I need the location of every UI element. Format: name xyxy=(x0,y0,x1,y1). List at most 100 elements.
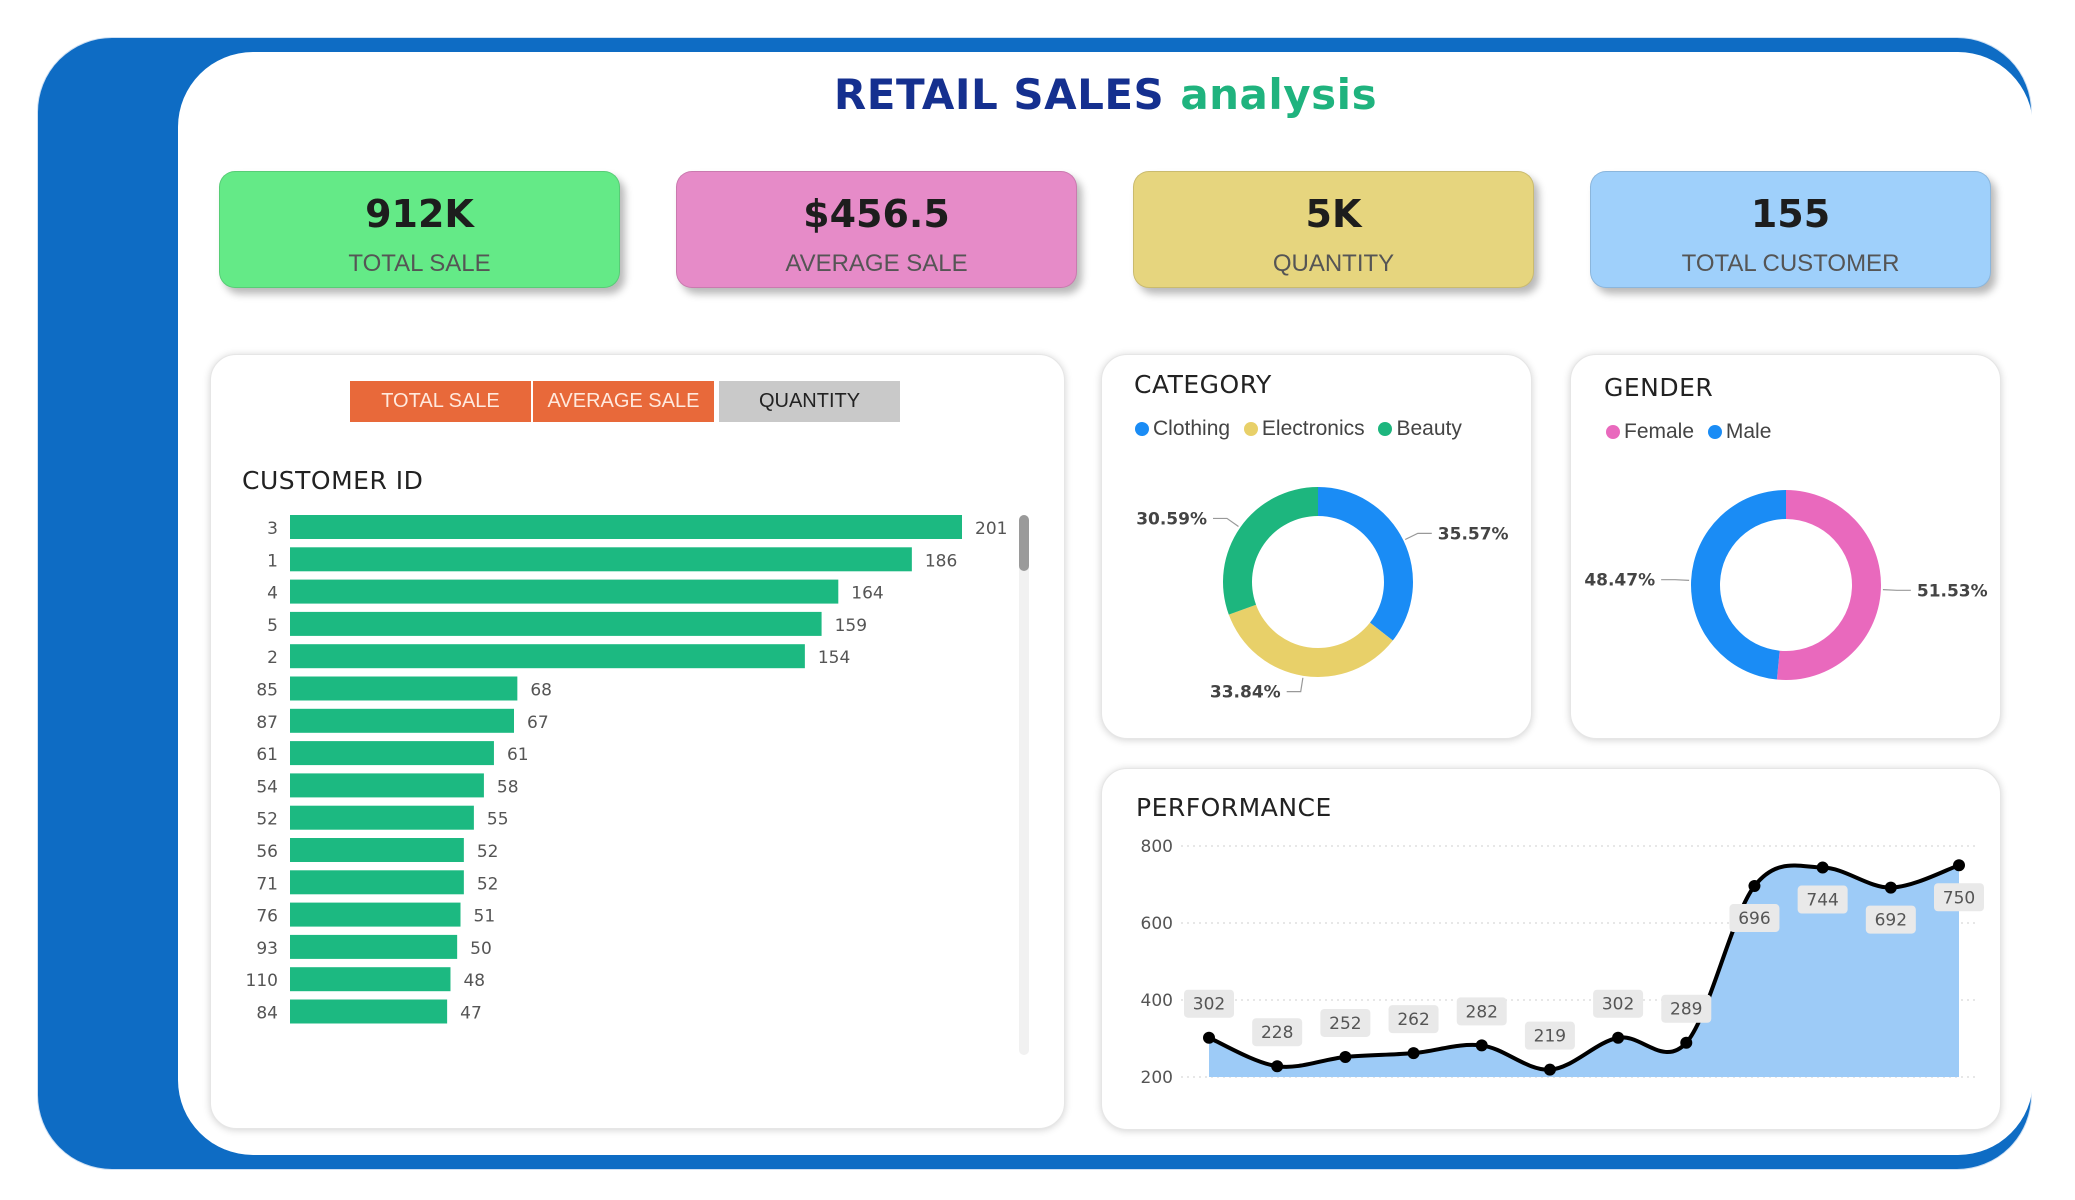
legend-item[interactable]: Female xyxy=(1606,420,1694,443)
bar-category-label: 93 xyxy=(256,939,278,959)
bar-category-label: 84 xyxy=(256,1004,278,1024)
bar-category-label: 5 xyxy=(267,616,278,636)
toggle-quantity-button[interactable]: QUANTITY xyxy=(719,381,900,422)
bar[interactable] xyxy=(290,579,839,604)
leader-line xyxy=(1404,532,1432,541)
data-point[interactable] xyxy=(1884,881,1897,894)
donut-value-label: 33.84% xyxy=(1210,683,1281,703)
donut-slice[interactable] xyxy=(1318,487,1413,641)
customer-chart-title: CUSTOMER ID xyxy=(242,466,424,495)
bar[interactable] xyxy=(290,644,805,669)
category-legend: Clothing Electronics Beauty xyxy=(1135,417,1470,441)
toggle-total-sale-button[interactable]: TOTAL SALE xyxy=(350,381,531,422)
data-point[interactable] xyxy=(1612,1031,1625,1044)
data-label-box xyxy=(1320,1008,1371,1037)
kpi-total-sale: 912K TOTAL SALE xyxy=(219,171,620,288)
data-label: 744 xyxy=(1806,891,1838,911)
legend-item[interactable]: Electronics xyxy=(1243,417,1365,440)
bar[interactable] xyxy=(290,999,448,1024)
kpi-average-sale: $456.5 AVERAGE SALE xyxy=(676,171,1077,288)
legend-item[interactable]: Male xyxy=(1707,420,1772,443)
data-point[interactable] xyxy=(1953,859,1965,872)
leader-line xyxy=(1882,589,1911,591)
bar[interactable] xyxy=(290,611,822,636)
bar-category-label: 71 xyxy=(256,874,278,894)
legend-item[interactable]: Beauty xyxy=(1378,417,1462,440)
bar-category-label: 56 xyxy=(256,842,278,862)
data-point[interactable] xyxy=(1271,1060,1284,1073)
bar-value-label: 51 xyxy=(474,907,496,927)
bar-category-label: 87 xyxy=(256,713,278,733)
bar[interactable] xyxy=(290,515,962,539)
bar[interactable] xyxy=(290,967,451,992)
donut-slice[interactable] xyxy=(1223,487,1318,615)
legend-dot-female xyxy=(1606,425,1620,439)
bar-value-label: 164 xyxy=(851,584,883,604)
data-label-box xyxy=(1865,905,1916,934)
donut-slice[interactable] xyxy=(1228,604,1393,678)
kpi-value: 155 xyxy=(1750,192,1831,236)
bar[interactable] xyxy=(290,902,461,927)
data-point[interactable] xyxy=(1407,1047,1420,1060)
donut-slice[interactable] xyxy=(1690,490,1786,680)
data-label: 289 xyxy=(1670,1000,1702,1020)
bar-category-label: 1 xyxy=(267,551,278,571)
data-point[interactable] xyxy=(1748,880,1761,893)
bar-value-label: 58 xyxy=(497,777,519,797)
bar[interactable] xyxy=(290,547,912,572)
bar-category-label: 76 xyxy=(256,907,278,927)
data-point[interactable] xyxy=(1543,1063,1556,1076)
data-label: 692 xyxy=(1875,911,1907,931)
donut-slice[interactable] xyxy=(1776,490,1881,680)
bar[interactable] xyxy=(290,805,474,830)
y-tick-label: 800 xyxy=(1141,837,1173,857)
legend-label: Clothing xyxy=(1153,417,1231,440)
customer-bar-chart: 3 201 1 186 4 164 5 159 2 154 85 68 87 67 61 61 54 58 52 55… xyxy=(246,515,1007,1024)
data-point[interactable] xyxy=(1339,1050,1352,1063)
kpi-label: TOTAL SALE xyxy=(348,250,491,277)
data-label-box xyxy=(1252,1018,1303,1047)
bar[interactable] xyxy=(290,708,514,733)
legend-item[interactable]: Clothing xyxy=(1135,417,1230,440)
kpi-label: QUANTITY xyxy=(1272,250,1395,277)
toggle-average-sale-button[interactable]: AVERAGE SALE xyxy=(533,381,714,422)
data-point[interactable] xyxy=(1816,861,1829,874)
data-label: 219 xyxy=(1534,1027,1566,1047)
data-point[interactable] xyxy=(1203,1031,1215,1044)
bar[interactable] xyxy=(290,870,464,895)
bar-category-label: 2 xyxy=(267,648,278,668)
data-label-box xyxy=(1524,1021,1575,1050)
bar[interactable] xyxy=(290,741,494,766)
data-label-box xyxy=(1729,904,1780,933)
donut-value-label: 51.53% xyxy=(1917,581,1988,601)
bar-value-label: 154 xyxy=(818,648,850,668)
bar[interactable] xyxy=(290,838,464,862)
leader-line xyxy=(1286,677,1304,693)
gender-chart-title: GENDER xyxy=(1604,373,1714,402)
bar-category-label: 52 xyxy=(256,810,278,830)
bar-category-label: 110 xyxy=(246,971,278,991)
bar-value-label: 61 xyxy=(507,745,529,765)
data-label: 302 xyxy=(1193,995,1225,1015)
leader-line xyxy=(1661,579,1690,581)
data-label-box xyxy=(1797,885,1848,914)
bar[interactable] xyxy=(290,676,518,701)
bar[interactable] xyxy=(290,773,484,798)
legend-label: Electronics xyxy=(1261,417,1365,440)
bar-category-label: 54 xyxy=(256,777,278,797)
data-point[interactable] xyxy=(1680,1036,1693,1049)
title-accent: analysis xyxy=(1180,70,1378,119)
kpi-value: 912K xyxy=(365,192,474,236)
scrollbar-thumb[interactable] xyxy=(1019,515,1029,571)
bar-value-label: 201 xyxy=(975,519,1007,539)
data-point[interactable] xyxy=(1475,1039,1488,1052)
legend-label: Beauty xyxy=(1396,417,1462,440)
scrollbar-track[interactable] xyxy=(1019,515,1029,1055)
legend-label: Male xyxy=(1725,420,1772,443)
performance-area-chart: 200 400 600 800 302 228 252 262 282 219 302 289 696 7… xyxy=(1141,837,1984,1088)
data-label: 696 xyxy=(1738,909,1770,929)
bar-value-label: 52 xyxy=(477,842,499,862)
y-tick-label: 600 xyxy=(1141,914,1173,934)
bar[interactable] xyxy=(290,934,458,959)
category-chart-title: CATEGORY xyxy=(1134,370,1272,399)
